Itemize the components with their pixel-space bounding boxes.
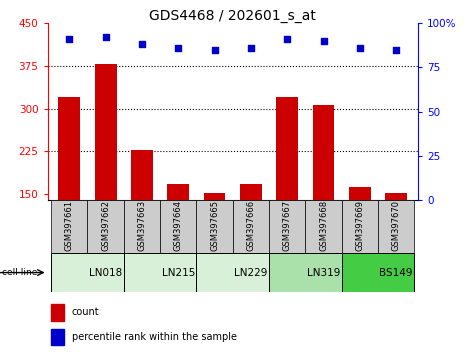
Bar — [385, 193, 407, 280]
Bar — [87, 200, 124, 253]
Bar — [305, 200, 342, 253]
Bar — [204, 193, 226, 280]
Bar — [167, 184, 189, 280]
Bar — [51, 304, 64, 321]
Bar — [197, 253, 269, 292]
Bar — [349, 188, 371, 280]
Bar — [276, 97, 298, 280]
Bar — [269, 200, 305, 253]
Text: LN319: LN319 — [307, 268, 340, 278]
Bar — [95, 64, 116, 280]
Point — [102, 34, 109, 40]
Point — [247, 45, 255, 51]
Text: GSM397661: GSM397661 — [65, 200, 74, 251]
Text: GSM397664: GSM397664 — [174, 200, 183, 251]
Point — [138, 41, 146, 47]
Point — [174, 45, 182, 51]
Text: cell line: cell line — [2, 268, 38, 277]
Bar — [124, 253, 197, 292]
Text: GSM397668: GSM397668 — [319, 200, 328, 251]
Bar — [51, 253, 124, 292]
Text: LN229: LN229 — [234, 268, 267, 278]
Point — [66, 36, 73, 42]
Text: GSM397665: GSM397665 — [210, 200, 219, 251]
Text: GSM397663: GSM397663 — [137, 200, 146, 251]
Text: GSM397666: GSM397666 — [247, 200, 256, 251]
Point — [320, 38, 327, 44]
Bar — [160, 200, 197, 253]
Text: percentile rank within the sample: percentile rank within the sample — [72, 332, 237, 342]
Point — [356, 45, 364, 51]
Bar — [269, 253, 342, 292]
Bar — [131, 150, 153, 280]
Text: LN018: LN018 — [89, 268, 122, 278]
Point — [284, 36, 291, 42]
Point — [392, 47, 400, 52]
Text: count: count — [72, 308, 99, 318]
Text: GSM397667: GSM397667 — [283, 200, 292, 251]
Bar — [342, 253, 414, 292]
Text: LN215: LN215 — [162, 268, 195, 278]
Bar — [233, 200, 269, 253]
Text: GDS4468 / 202601_s_at: GDS4468 / 202601_s_at — [149, 9, 316, 23]
Bar — [124, 200, 160, 253]
Text: GSM397669: GSM397669 — [355, 200, 364, 251]
Text: GSM397662: GSM397662 — [101, 200, 110, 251]
Bar — [240, 184, 262, 280]
Bar — [51, 329, 64, 346]
Bar — [342, 200, 378, 253]
Bar — [313, 105, 334, 280]
Text: BS149: BS149 — [380, 268, 413, 278]
Point — [211, 47, 218, 52]
Bar — [58, 97, 80, 280]
Text: GSM397670: GSM397670 — [392, 200, 401, 251]
Bar — [197, 200, 233, 253]
Bar — [51, 200, 87, 253]
Bar — [378, 200, 414, 253]
